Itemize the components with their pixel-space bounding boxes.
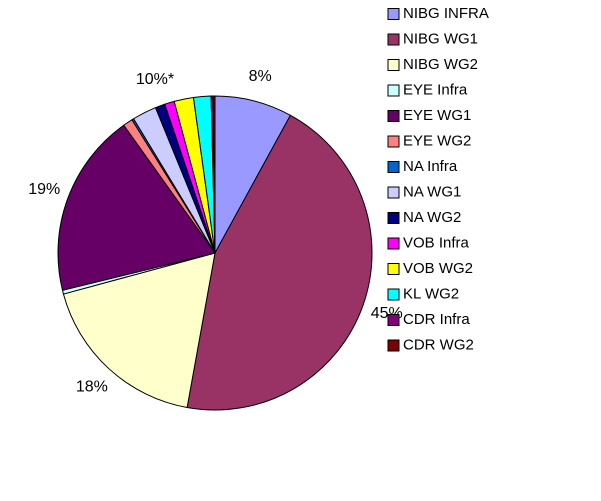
- legend-swatch: [387, 59, 400, 71]
- legend-label: EYE Infra: [403, 81, 468, 98]
- legend-swatch: [387, 212, 400, 224]
- pie-slice: [62, 252, 216, 409]
- legend-swatch: [387, 339, 400, 352]
- legend-label: NIBG WG1: [403, 30, 478, 47]
- legend-swatch: [387, 314, 400, 326]
- legend-label: NA WG1: [403, 183, 461, 200]
- legend-label: NIBG INFRA: [403, 5, 489, 22]
- legend-label: KL WG2: [403, 285, 459, 302]
- legend-label: CDR WG2: [403, 336, 474, 353]
- legend-swatch: [387, 33, 400, 46]
- legend-swatch: [387, 8, 400, 20]
- legend-swatch: [387, 237, 400, 250]
- legend-label: NIBG WG2: [403, 56, 478, 73]
- legend-swatch: [387, 84, 400, 97]
- legend-swatch: [387, 186, 400, 199]
- legend-label: NA WG2: [403, 209, 461, 226]
- data-label: 8%: [249, 68, 272, 85]
- legend-label: CDR Infra: [403, 311, 470, 328]
- pie-slice: [186, 114, 373, 411]
- data-label: 18%: [76, 378, 108, 395]
- legend-label: VOB WG2: [403, 260, 473, 277]
- legend-swatch: [387, 288, 400, 301]
- pie-slice: [57, 124, 216, 291]
- data-label: 19%: [28, 181, 60, 198]
- legend-swatch: [387, 161, 400, 173]
- legend-swatch: [387, 135, 400, 148]
- pie-slice: [212, 95, 216, 254]
- legend-swatch: [387, 263, 400, 275]
- legend-label: EYE WG1: [403, 107, 471, 124]
- annotation: 10%*: [136, 71, 174, 88]
- legend-label: NA Infra: [403, 158, 458, 175]
- legend-label: VOB Infra: [403, 234, 470, 251]
- legend-label: EYE WG2: [403, 132, 471, 149]
- legend-swatch: [387, 110, 400, 122]
